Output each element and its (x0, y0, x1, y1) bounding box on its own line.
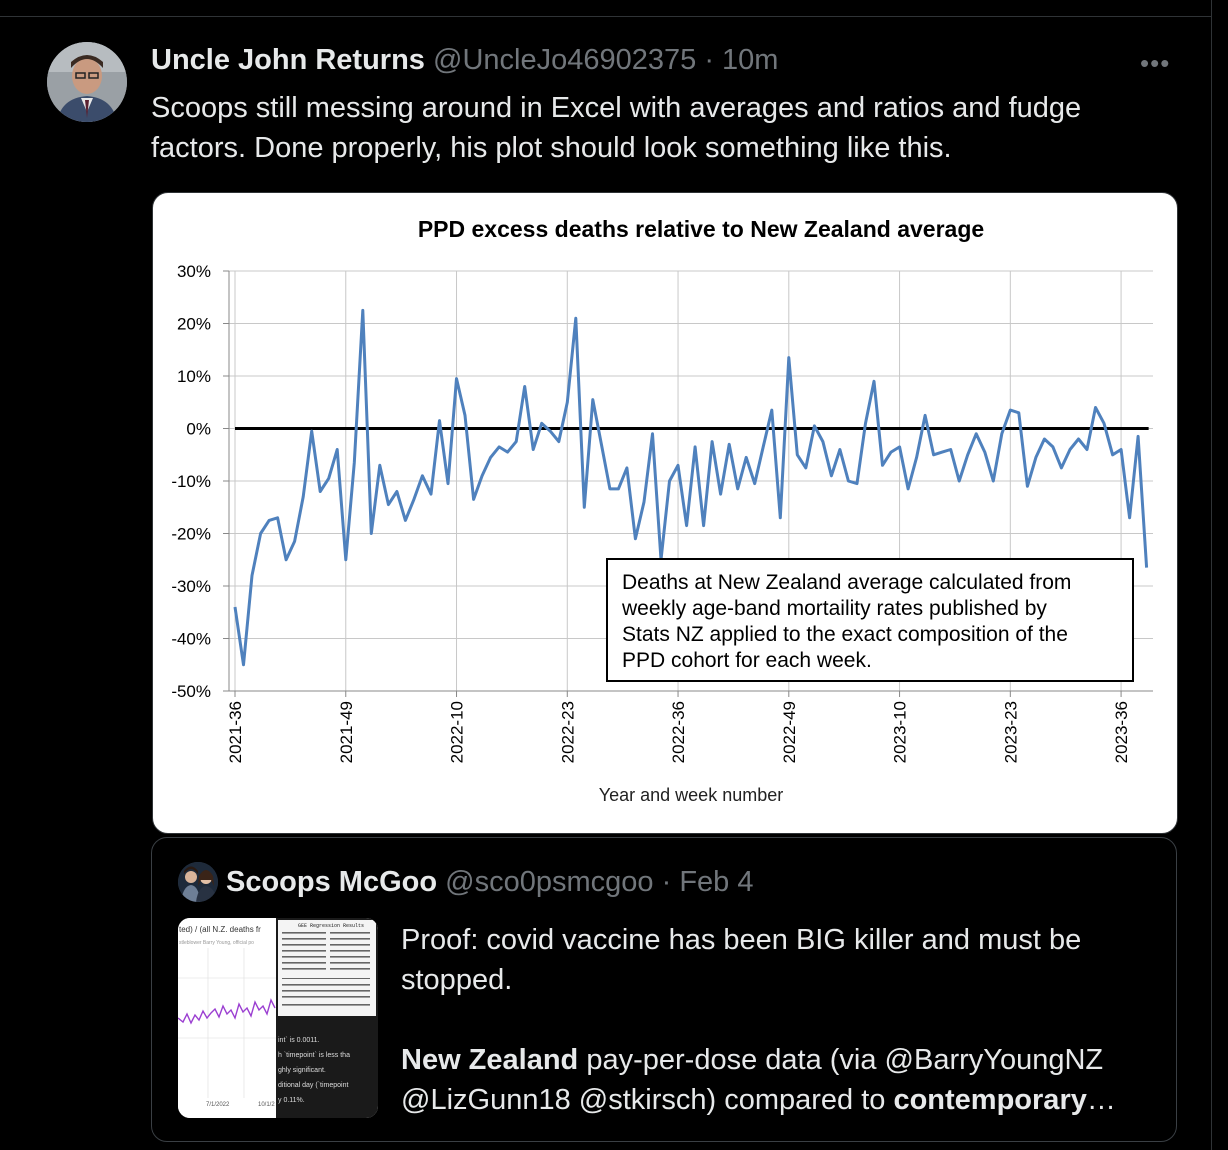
series-line (233, 308, 1149, 667)
more-options-icon[interactable]: ••• (1140, 48, 1171, 78)
quoted-header: Scoops McGoo @sco0psmcgoo · Feb 4 (226, 866, 753, 899)
avatar[interactable] (47, 42, 127, 122)
y-tick-label: -10% (171, 472, 211, 491)
annotation-text: PPD cohort for each week. (622, 649, 872, 672)
tweet-text: Scoops still messing around in Excel wit… (151, 92, 1082, 164)
quoted-text: Proof: covid vaccine has been BIG killer… (401, 920, 1161, 1120)
quoted-avatar[interactable] (178, 862, 218, 902)
quoted-bold-1: New Zealand (401, 1044, 579, 1076)
right-divider (1211, 0, 1212, 1150)
annotation-text: Stats NZ applied to the exact compositio… (622, 623, 1068, 646)
thumb-r1: int` is 0.0011. (278, 1037, 320, 1044)
x-axis-label: Year and week number (599, 785, 783, 805)
y-tick-label: 0% (186, 420, 211, 439)
x-tick-label: 2023-23 (1001, 701, 1020, 763)
y-tick-label: -50% (171, 682, 211, 701)
y-tick-label: 30% (177, 262, 211, 281)
x-tick-label: 2021-49 (337, 701, 356, 763)
annotation-text: Deaths at New Zealand average calculated… (622, 571, 1071, 594)
y-tick-label: 10% (177, 367, 211, 386)
x-tick-label: 2022-49 (780, 701, 799, 763)
thumb-r2: h `timepoint` is less tha (278, 1052, 350, 1059)
x-tick-label: 2023-10 (891, 701, 910, 763)
author-name[interactable]: Uncle John Returns (151, 44, 425, 76)
quoted-bold-2: contemporary (893, 1084, 1087, 1116)
y-tick-label: -30% (171, 577, 211, 596)
quoted-ellipsis: … (1086, 1084, 1116, 1116)
tweet-header: Uncle John Returns @UncleJo46902375 · 10… (151, 44, 778, 77)
quoted-author-name[interactable]: Scoops McGoo (226, 866, 438, 898)
top-divider (0, 16, 1212, 17)
quoted-tweet[interactable] (151, 837, 1177, 1142)
thumb-r4: ditional day (`timepoint (278, 1082, 348, 1089)
chart: PPD excess deaths relative to New Zealan… (171, 216, 1153, 805)
y-tick-label: 20% (177, 315, 211, 334)
x-tick-label: 2022-10 (448, 701, 467, 763)
quoted-text-line2: New Zealand pay-per-dose data (via @Barr… (401, 1040, 1161, 1120)
separator-dot: · (661, 866, 672, 898)
quoted-thumbnail[interactable]: ted) / (all N.Z. deaths fr stleblower Ba… (178, 918, 378, 1118)
x-tick-label: 2021-36 (226, 701, 245, 763)
quoted-text-mid: pay-per-dose data (via @BarryYoungNZ @Li… (401, 1044, 1104, 1116)
x-tick-label: 2022-23 (558, 701, 577, 763)
quoted-timestamp[interactable]: Feb 4 (679, 866, 754, 898)
x-tick-label: 2022-36 (669, 701, 688, 763)
annotation-box (606, 558, 1134, 682)
thumb-left-sub: stleblower Barry Young, official po (179, 940, 254, 946)
author-handle[interactable]: @UncleJo46902375 (433, 44, 697, 76)
annotation-text: weekly age-band mortaility rates publish… (621, 597, 1047, 620)
thumb-r5: y 0.11%. (278, 1097, 305, 1104)
y-tick-label: -20% (171, 525, 211, 544)
thumb-right-head: GEE Regression Results (298, 923, 364, 929)
thumb-r3: ghly significant. (278, 1067, 326, 1074)
quoted-author-handle[interactable]: @sco0psmcgoo (445, 866, 654, 898)
thumb-date-2: 10/1/2 (258, 1102, 275, 1108)
thumb-date-1: 7/1/2022 (206, 1102, 230, 1108)
tweet-media-chart[interactable]: PPD excess deaths relative to New Zealan… (152, 192, 1178, 834)
timestamp[interactable]: 10m (722, 44, 779, 76)
separator-dot: · (704, 44, 714, 76)
x-tick-label: 2023-36 (1112, 701, 1131, 763)
thumb-left-title: ted) / (all N.Z. deaths fr (179, 925, 261, 934)
y-tick-label: -40% (171, 630, 211, 649)
chart-title: PPD excess deaths relative to New Zealan… (418, 216, 984, 242)
quoted-text-line1: Proof: covid vaccine has been BIG killer… (401, 924, 1082, 996)
